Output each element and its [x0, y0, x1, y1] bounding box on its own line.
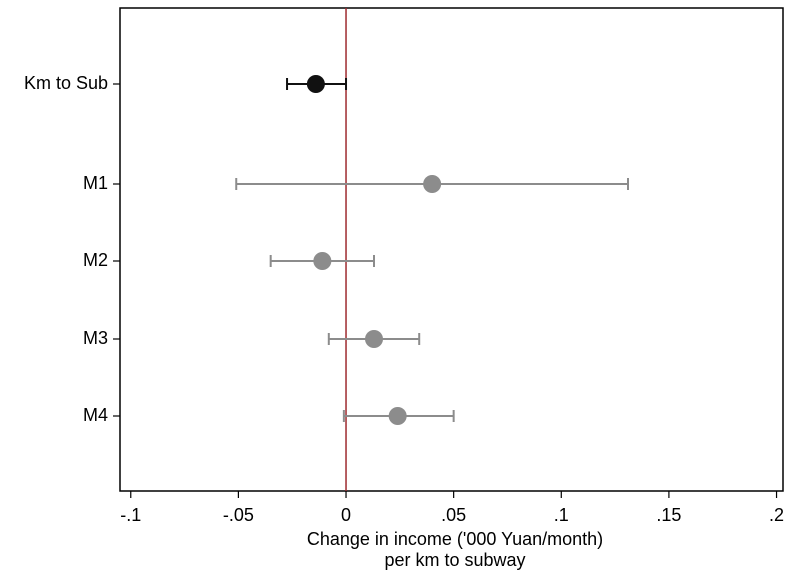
x-tick-label: -.05: [223, 505, 254, 525]
y-tick-label: M4: [83, 405, 108, 425]
x-tick-label: .1: [554, 505, 569, 525]
y-tick-label: M2: [83, 250, 108, 270]
x-tick-label: .2: [769, 505, 784, 525]
y-tick-label: M3: [83, 328, 108, 348]
x-axis-label: per km to subway: [384, 550, 525, 570]
y-tick-label: M1: [83, 173, 108, 193]
point-estimate: [306, 75, 325, 93]
point-estimate: [423, 175, 442, 193]
point-estimate: [388, 407, 407, 425]
x-tick-label: .05: [441, 505, 466, 525]
x-tick-label: .15: [656, 505, 681, 525]
y-tick-label: Km to Sub: [24, 73, 108, 93]
plot-frame: [119, 7, 784, 492]
x-axis-label: Change in income ('000 Yuan/month): [307, 529, 603, 549]
x-tick-label: 0: [341, 505, 351, 525]
point-estimate: [365, 330, 384, 348]
x-tick-label: -.1: [120, 505, 141, 525]
point-estimate: [313, 252, 332, 270]
